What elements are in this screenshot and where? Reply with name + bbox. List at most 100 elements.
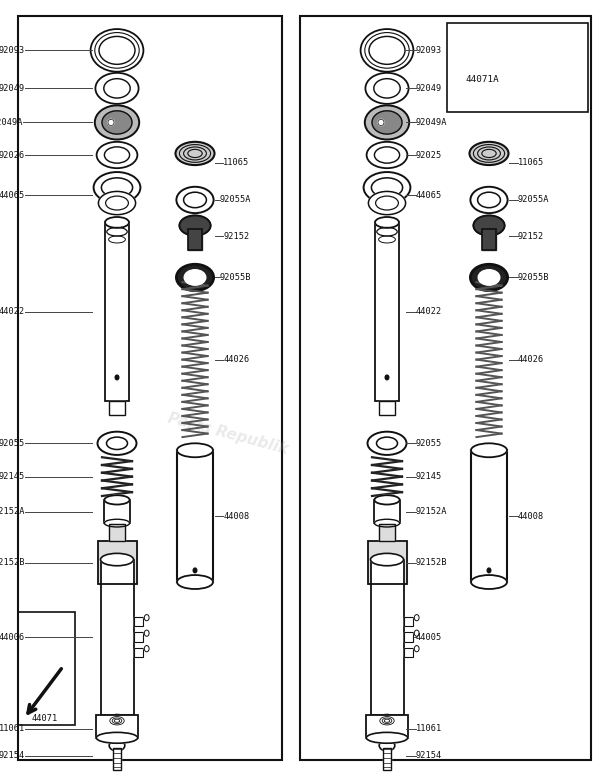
Ellipse shape — [367, 142, 407, 168]
Circle shape — [193, 568, 197, 573]
Ellipse shape — [105, 217, 129, 228]
Bar — [366, 715, 408, 738]
Bar — [383, 748, 391, 770]
Bar — [113, 748, 121, 770]
Bar — [404, 617, 413, 626]
Bar — [177, 450, 213, 582]
Circle shape — [144, 630, 149, 636]
Ellipse shape — [374, 79, 400, 98]
Bar — [379, 524, 395, 541]
Ellipse shape — [104, 519, 130, 527]
Bar — [379, 524, 395, 541]
Ellipse shape — [177, 575, 213, 589]
Text: 92152A: 92152A — [416, 507, 448, 516]
Ellipse shape — [184, 192, 206, 208]
Ellipse shape — [365, 73, 409, 104]
Ellipse shape — [378, 119, 384, 126]
Text: 92055A: 92055A — [518, 195, 550, 205]
Ellipse shape — [109, 740, 125, 751]
Ellipse shape — [101, 177, 133, 197]
Text: 11065: 11065 — [223, 158, 250, 167]
Ellipse shape — [106, 196, 128, 210]
Ellipse shape — [108, 119, 114, 126]
Ellipse shape — [104, 79, 130, 98]
Bar — [367, 541, 407, 584]
Bar — [188, 229, 202, 250]
Ellipse shape — [374, 519, 400, 527]
Ellipse shape — [176, 142, 215, 165]
Ellipse shape — [104, 495, 130, 505]
Circle shape — [415, 615, 419, 621]
Ellipse shape — [376, 196, 398, 210]
Text: 92152: 92152 — [223, 232, 250, 241]
Bar — [133, 617, 143, 626]
Ellipse shape — [478, 192, 500, 208]
Ellipse shape — [366, 732, 408, 743]
Bar — [113, 748, 121, 770]
Ellipse shape — [361, 29, 413, 72]
Bar — [18, 16, 282, 760]
Text: 44071: 44071 — [31, 714, 58, 723]
Text: 92152A: 92152A — [0, 507, 25, 516]
Text: 92055: 92055 — [416, 439, 442, 448]
Text: 92049A: 92049A — [0, 118, 23, 127]
Text: 44065: 44065 — [416, 191, 442, 200]
Ellipse shape — [372, 111, 402, 134]
Text: 92152: 92152 — [518, 232, 544, 241]
Text: 11061: 11061 — [0, 724, 25, 733]
Bar — [109, 401, 125, 415]
Ellipse shape — [107, 437, 128, 450]
Text: 92026: 92026 — [0, 150, 25, 160]
Bar — [96, 715, 138, 738]
Bar — [366, 715, 408, 738]
Bar — [374, 500, 400, 523]
Text: 11065: 11065 — [518, 158, 544, 167]
Ellipse shape — [94, 172, 140, 203]
Text: 92055A: 92055A — [220, 195, 251, 205]
Ellipse shape — [371, 177, 403, 197]
Bar — [379, 401, 395, 415]
Text: 92154: 92154 — [416, 751, 442, 760]
Bar — [133, 617, 143, 626]
Ellipse shape — [104, 146, 130, 164]
Ellipse shape — [95, 105, 139, 140]
Text: 44005: 44005 — [416, 632, 442, 642]
Text: Parts Republik: Parts Republik — [166, 411, 290, 457]
Text: 92145: 92145 — [0, 472, 25, 481]
Circle shape — [415, 646, 419, 652]
Text: 44008: 44008 — [223, 512, 250, 521]
Bar — [18, 612, 75, 725]
Bar — [379, 401, 395, 415]
Text: 44026: 44026 — [518, 355, 544, 364]
Bar — [101, 560, 133, 715]
Ellipse shape — [365, 105, 409, 140]
Bar — [104, 500, 130, 523]
Ellipse shape — [95, 73, 139, 104]
Ellipse shape — [471, 443, 507, 457]
Circle shape — [115, 375, 119, 380]
Text: 44071A: 44071A — [465, 74, 499, 84]
Bar — [177, 450, 213, 582]
Bar — [188, 229, 202, 250]
Text: 92093: 92093 — [0, 46, 25, 55]
Ellipse shape — [471, 575, 507, 589]
Text: 44022: 44022 — [0, 307, 25, 316]
Ellipse shape — [379, 740, 395, 751]
Text: 44065: 44065 — [0, 191, 25, 200]
Text: 92025: 92025 — [416, 150, 442, 160]
Bar — [109, 524, 125, 541]
Text: 92049: 92049 — [416, 84, 442, 93]
Bar — [447, 23, 588, 112]
Bar — [133, 648, 143, 657]
Text: 92055: 92055 — [0, 439, 25, 448]
Bar — [482, 229, 496, 250]
Text: 92055B: 92055B — [220, 273, 251, 282]
Circle shape — [415, 630, 419, 636]
Bar — [367, 541, 407, 584]
Bar — [371, 560, 404, 715]
Bar — [404, 617, 413, 626]
Ellipse shape — [371, 553, 404, 566]
Ellipse shape — [364, 172, 410, 203]
Ellipse shape — [97, 142, 137, 168]
Text: 92093: 92093 — [416, 46, 442, 55]
